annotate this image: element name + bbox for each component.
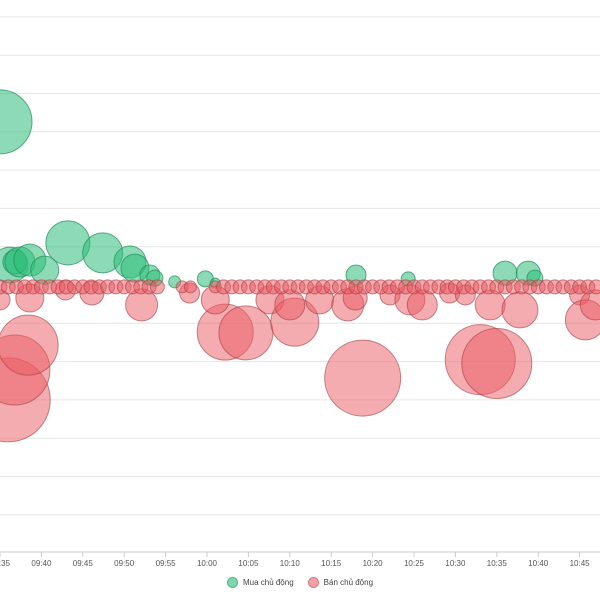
x-tick-label: 09:55 xyxy=(156,559,177,568)
x-tick-label: 10:15 xyxy=(321,559,342,568)
buy-marker-icon xyxy=(226,577,238,588)
x-tick-label: 09:35 xyxy=(0,559,11,568)
bubble-chart: 09:35 09:40 09:45 09:50 09:55 10:00 10:05 10:10… xyxy=(0,16,600,575)
x-tick-label: 10:05 xyxy=(238,559,259,568)
axis-background xyxy=(0,552,600,575)
x-tick-label: 10:35 xyxy=(487,559,508,568)
x-tick-label: 10:45 xyxy=(570,559,591,568)
sell-bubble[interactable] xyxy=(218,305,274,361)
sell-marker-icon xyxy=(307,577,319,588)
sell-bubble[interactable] xyxy=(461,328,533,400)
x-axis: 09:35 09:40 09:45 09:50 09:55 10:00 10:05 10:10… xyxy=(0,551,600,575)
x-tick-label: 10:20 xyxy=(363,559,384,568)
legend-buy-label: Mua chủ động xyxy=(242,578,294,587)
sell-bubble[interactable] xyxy=(0,314,59,376)
x-tick-label: 10:00 xyxy=(197,559,218,568)
sell-bubble[interactable] xyxy=(406,289,438,321)
legend: Mua chủ động Bán chủ động xyxy=(0,577,600,588)
x-tick-label: 09:40 xyxy=(31,559,52,568)
sell-bubble[interactable] xyxy=(0,289,11,311)
sell-bubble[interactable] xyxy=(501,291,539,329)
sell-bubble[interactable] xyxy=(149,279,165,295)
legend-sell-label: Bán chủ động xyxy=(323,578,374,587)
sell-bubble[interactable] xyxy=(474,289,506,321)
sell-bubble[interactable] xyxy=(324,339,402,417)
buy-bubble[interactable] xyxy=(0,89,33,155)
sell-bubble[interactable] xyxy=(588,279,600,295)
x-tick-label: 09:45 xyxy=(73,559,94,568)
x-tick-label: 10:25 xyxy=(404,559,425,568)
sell-bubble[interactable] xyxy=(274,289,306,321)
legend-item-sell[interactable]: Bán chủ động xyxy=(307,577,374,588)
series-sell xyxy=(0,279,600,443)
x-tick-label: 09:50 xyxy=(114,559,135,568)
x-tick-label: 10:10 xyxy=(280,559,301,568)
series-buy xyxy=(0,89,544,289)
bubbles xyxy=(0,89,600,443)
x-tick-label: 10:30 xyxy=(445,559,466,568)
legend-item-buy[interactable]: Mua chủ động xyxy=(226,577,294,588)
x-tick-label: 10:40 xyxy=(528,559,549,568)
sell-bubble[interactable] xyxy=(183,280,197,294)
